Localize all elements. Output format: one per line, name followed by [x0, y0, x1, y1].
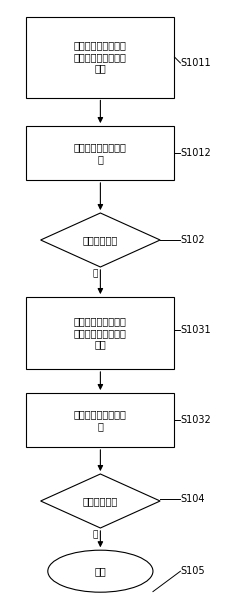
Text: S104: S104 [180, 494, 205, 504]
Text: S1012: S1012 [180, 148, 211, 158]
Text: 是: 是 [93, 530, 98, 540]
Text: S1032: S1032 [180, 415, 211, 425]
FancyBboxPatch shape [26, 126, 174, 180]
Text: 空出首地址，向存储
器第一分区写入升级
文件: 空出首地址，向存储 器第一分区写入升级 文件 [74, 40, 127, 74]
Text: 向首地址写入识别文
件: 向首地址写入识别文 件 [74, 409, 127, 431]
Text: 校验是否成功: 校验是否成功 [83, 496, 118, 506]
FancyBboxPatch shape [26, 16, 174, 97]
Text: S102: S102 [180, 235, 205, 245]
Text: S105: S105 [180, 566, 205, 576]
Text: 向首地址写入识别文
件: 向首地址写入识别文 件 [74, 142, 127, 164]
Text: 结束: 结束 [94, 566, 106, 576]
FancyBboxPatch shape [26, 393, 174, 447]
Text: 校验是否成功: 校验是否成功 [83, 235, 118, 245]
FancyBboxPatch shape [26, 297, 174, 369]
Polygon shape [41, 213, 160, 267]
Ellipse shape [48, 550, 153, 592]
Text: 是: 是 [93, 269, 98, 278]
Text: S1031: S1031 [180, 325, 211, 335]
Polygon shape [41, 474, 160, 528]
Text: 空出首地址，向存储
器第二分区写入升级
文件: 空出首地址，向存储 器第二分区写入升级 文件 [74, 316, 127, 350]
Text: S1011: S1011 [180, 58, 211, 68]
